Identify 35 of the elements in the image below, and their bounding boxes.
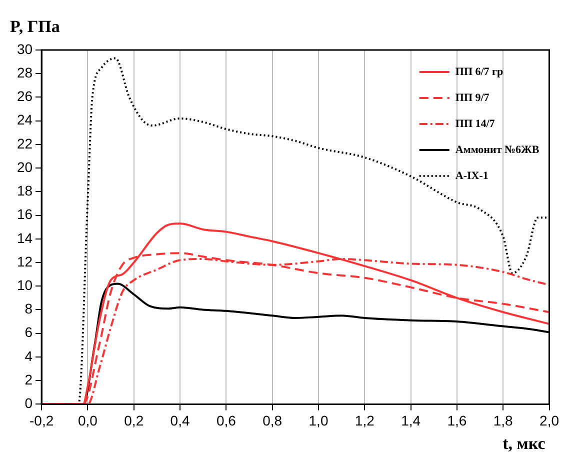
y-tick-label: 12 [16, 253, 33, 270]
y-tick-label: 4 [24, 348, 33, 364]
x-tick-label: 0,2 [124, 412, 144, 428]
y-tick-label: 30 [16, 40, 33, 57]
x-tick-label: 1,6 [447, 412, 467, 428]
y-tick-label: 10 [16, 276, 33, 293]
y-axis-title: P, ГПа [10, 16, 60, 36]
legend-label: А-IX-1 [455, 170, 488, 182]
y-tick-label: 0 [24, 395, 33, 412]
y-tick-label: 24 [16, 112, 33, 128]
x-tick-label: 1,8 [493, 412, 514, 428]
legend-label: ПП 6/7 гр [455, 66, 504, 78]
x-tick-label: 1,4 [401, 412, 421, 428]
legend-label: Аммонит №6ЖВ [455, 144, 540, 156]
x-tick-label: 1,0 [308, 412, 328, 428]
x-tick-label: 0,8 [262, 412, 282, 428]
y-tick-label: 26 [16, 88, 33, 104]
y-tick-label: 16 [16, 206, 33, 222]
y-tick-label: 20 [16, 158, 33, 175]
x-tick-label: 0,0 [78, 412, 98, 428]
y-tick-label: 18 [16, 182, 33, 199]
x-tick-label: 0,4 [170, 412, 190, 428]
x-tick-label: 0,6 [216, 412, 236, 428]
y-tick-label: 14 [16, 230, 33, 246]
legend-label: ПП 9/7 [455, 92, 490, 104]
y-tick-label: 2 [24, 371, 33, 388]
y-tick-label: 8 [24, 300, 33, 317]
x-tick-label: 2,0 [540, 412, 560, 428]
x-axis-title: t, мкс [502, 434, 546, 453]
legend-label: ПП 14/7 [455, 118, 496, 130]
x-tick-label: 1,2 [354, 412, 375, 428]
y-tick-label: 28 [16, 64, 33, 80]
x-tick-label: -0,2 [30, 412, 54, 428]
y-tick-label: 22 [16, 135, 33, 152]
y-tick-label: 6 [24, 324, 33, 340]
